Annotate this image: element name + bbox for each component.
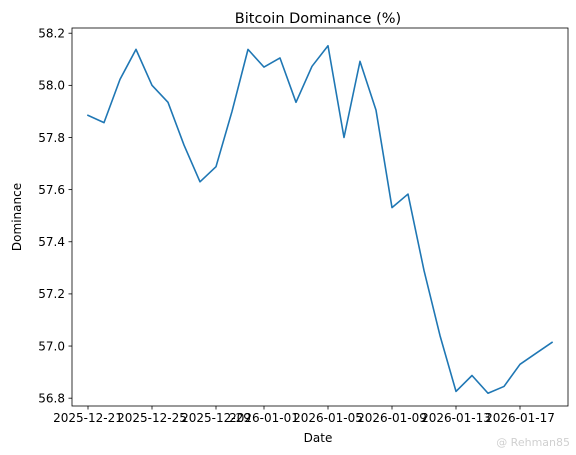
chart-title: Bitcoin Dominance (%) bbox=[235, 11, 401, 27]
plot-area bbox=[86, 44, 554, 395]
y-tick-label: 57.0 bbox=[38, 339, 65, 353]
series-line bbox=[86, 44, 554, 395]
x-tick-label: 2026-01-01 bbox=[229, 411, 299, 425]
x-tick-label: 2025-12-29 bbox=[181, 411, 251, 425]
x-axis-label: Date bbox=[304, 431, 333, 445]
y-axis-label: Dominance bbox=[10, 183, 24, 251]
x-tick-label: 2026-01-17 bbox=[485, 411, 555, 425]
y-tick-label: 56.8 bbox=[38, 391, 65, 405]
watermark: @ Rehman85 bbox=[496, 436, 570, 449]
plot-frame bbox=[71, 27, 569, 407]
y-tick-label: 58.2 bbox=[38, 27, 65, 41]
x-tick-label: 2026-01-09 bbox=[357, 411, 427, 425]
y-tick-label: 57.6 bbox=[38, 183, 65, 197]
y-axis: 56.8 57.0 57.2 57.4 57.6 57.8 58.0 58.2 bbox=[38, 27, 72, 405]
x-tick-label: 2025-12-21 bbox=[53, 411, 123, 425]
y-tick-label: 57.4 bbox=[38, 235, 65, 249]
x-tick-label: 2026-01-13 bbox=[421, 411, 491, 425]
y-tick-label: 57.2 bbox=[38, 287, 65, 301]
y-tick-label: 58.0 bbox=[38, 79, 65, 93]
x-tick-label: 2026-01-05 bbox=[293, 411, 363, 425]
x-tick-label: 2025-12-25 bbox=[117, 411, 187, 425]
y-tick-label: 57.8 bbox=[38, 131, 65, 145]
x-axis: 2025-12-212025-12-252025-12-292026-01-01… bbox=[53, 406, 555, 425]
